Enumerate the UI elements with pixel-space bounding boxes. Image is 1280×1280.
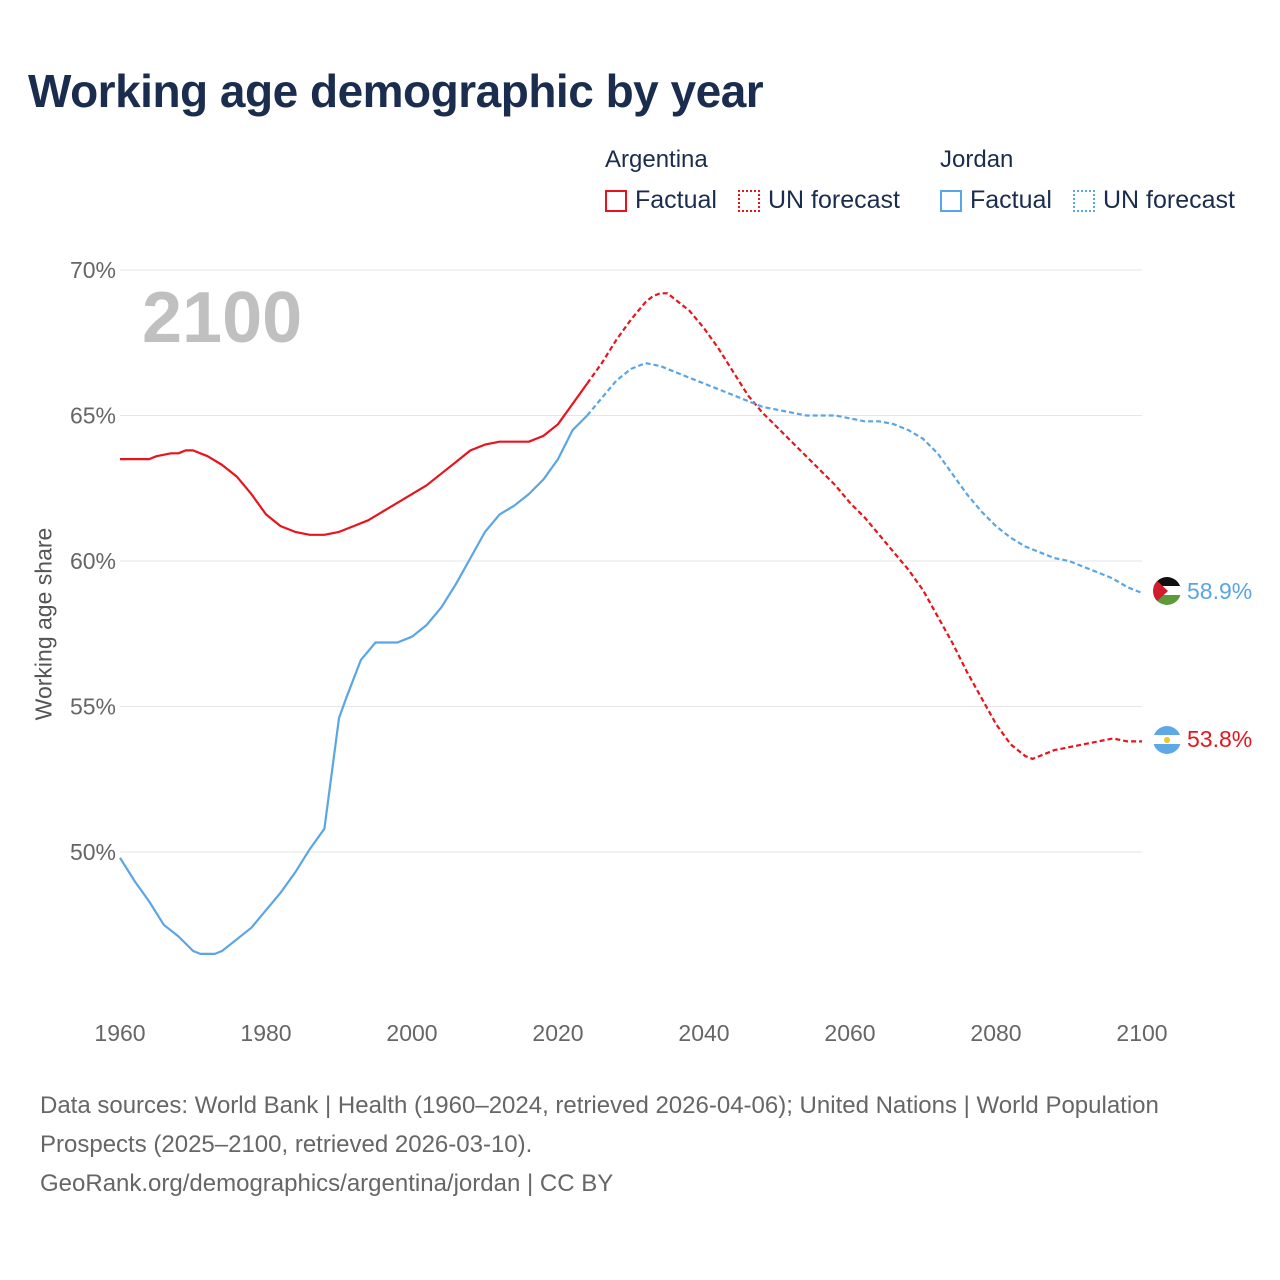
jordan-factual-line[interactable] — [119, 414, 588, 955]
legend-label: UN forecast — [1103, 186, 1235, 214]
legend-label: Factual — [635, 186, 717, 214]
legend-jordan-forecast[interactable]: UN forecast — [1073, 186, 1235, 215]
data-sources: Data sources: World Bank | Health (1960–… — [40, 1092, 1159, 1158]
argentina-factual-line[interactable] — [120, 382, 589, 536]
x-tick-label: 2080 — [970, 1020, 1021, 1046]
y-tick-label: 60% — [70, 548, 116, 574]
credit-link[interactable]: GeoRank.org/demographics/argentina/jorda… — [40, 1170, 614, 1197]
legend-swatch-dotted-red — [738, 189, 760, 212]
legend-group-argentina: Argentina — [605, 146, 708, 173]
y-tick-label: 65% — [70, 403, 116, 429]
x-tick-label: 2000 — [386, 1020, 437, 1046]
legend-argentina-forecast[interactable]: UN forecast — [738, 186, 900, 215]
legend-label: UN forecast — [768, 186, 900, 214]
x-tick-label: 2100 — [1116, 1020, 1167, 1046]
legend-label: Factual — [970, 186, 1052, 214]
y-tick-label: 50% — [70, 839, 116, 865]
legend-argentina-factual[interactable]: Factual — [605, 186, 717, 215]
argentina-end-label: 53.8% — [1187, 726, 1252, 752]
chart-title: Working age demographic by year — [28, 65, 764, 117]
x-tick-label: 1960 — [94, 1020, 145, 1046]
legend-group-jordan: Jordan — [940, 146, 1014, 173]
year-watermark: 2100 — [142, 278, 302, 358]
y-tick-label: 55% — [70, 694, 116, 720]
argentina-flag — [1153, 726, 1181, 754]
footer: Data sources: World Bank | Health (1960–… — [40, 1086, 1240, 1203]
x-tick-label: 2020 — [532, 1020, 583, 1046]
argentina-forecast-line[interactable] — [586, 292, 1142, 761]
legend-swatch-dotted-blue — [1073, 189, 1095, 212]
x-tick-label: 1980 — [240, 1020, 291, 1046]
jordan-forecast-line[interactable] — [586, 361, 1143, 595]
jordan-end-label: 58.9% — [1187, 578, 1252, 604]
legend-jordan-factual[interactable]: Factual — [940, 186, 1052, 215]
legend-swatch-solid-blue — [940, 189, 962, 212]
x-tick-label: 2040 — [678, 1020, 729, 1046]
jordan-flag — [1153, 577, 1181, 605]
legend-swatch-solid-red — [605, 189, 627, 212]
y-tick-label: 70% — [70, 257, 116, 283]
x-tick-label: 2060 — [824, 1020, 875, 1046]
